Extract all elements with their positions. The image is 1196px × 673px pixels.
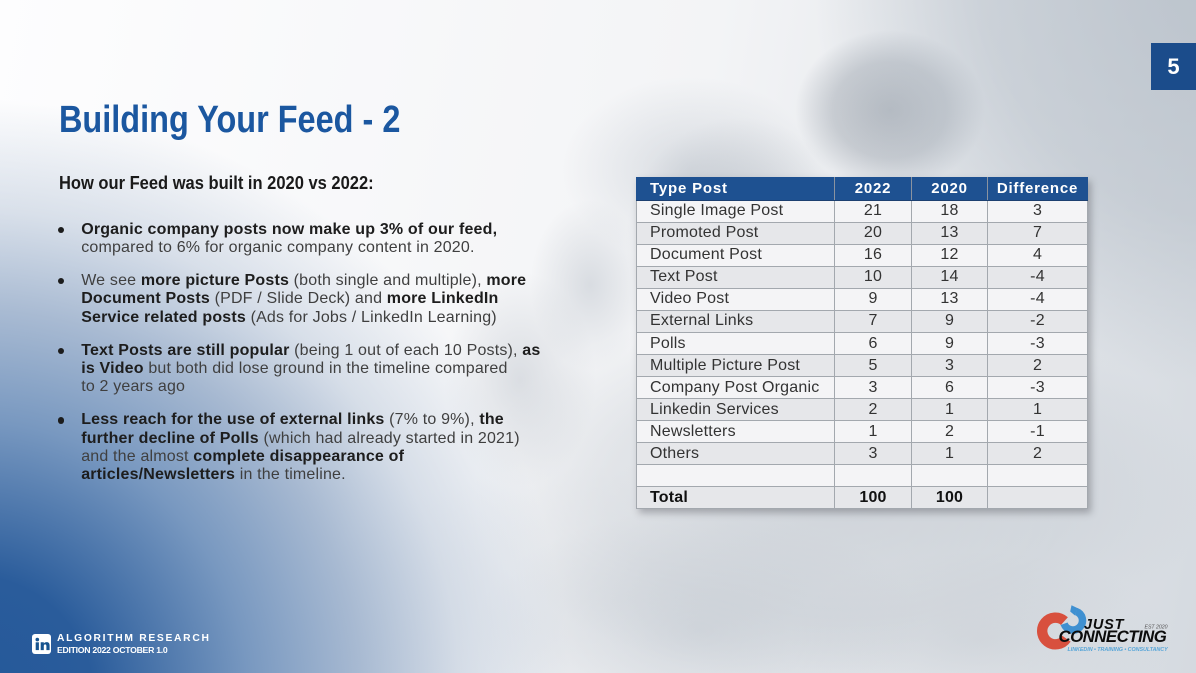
svg-text:LINKEDIN • TRAINING • CONSULTA: LINKEDIN • TRAINING • CONSULTANCY [1068, 647, 1169, 653]
svg-text:CONNECTING: CONNECTING [1059, 627, 1167, 646]
svg-text:EST 2020: EST 2020 [1145, 624, 1168, 630]
svg-text:JUST: JUST [1084, 617, 1125, 633]
